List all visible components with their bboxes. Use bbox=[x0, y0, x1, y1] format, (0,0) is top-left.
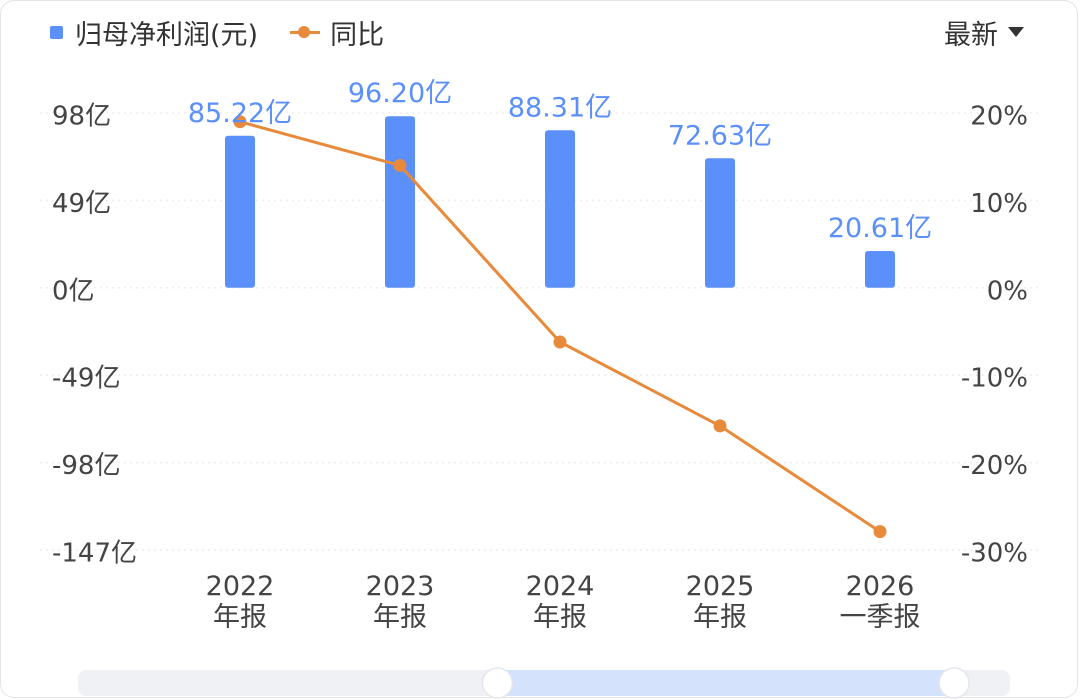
yoy-point[interactable] bbox=[553, 335, 567, 349]
y-left-tick-label: 49亿 bbox=[52, 189, 111, 219]
zoom-selected-range[interactable] bbox=[497, 670, 955, 696]
y-right-tick-label: 20% bbox=[970, 102, 1028, 132]
bar[interactable] bbox=[545, 130, 575, 288]
y-right-tick-label: 0% bbox=[987, 276, 1028, 306]
bar-data-label: 88.31亿 bbox=[508, 92, 612, 123]
legend-bar-swatch bbox=[50, 25, 63, 39]
bar-data-label: 72.63亿 bbox=[668, 120, 772, 151]
period-selector-label: 最新 bbox=[944, 19, 998, 51]
y-left-tick-label: 0亿 bbox=[52, 276, 95, 306]
y-right-tick-label: -20% bbox=[961, 451, 1028, 481]
x-tick-label: 年报 bbox=[213, 602, 267, 633]
y-left-tick-label: -98亿 bbox=[52, 451, 120, 481]
caret-down-icon bbox=[1008, 27, 1024, 37]
y-right-tick-label: -30% bbox=[961, 539, 1028, 569]
bar[interactable] bbox=[865, 251, 895, 288]
bar-data-label: 85.22亿 bbox=[188, 98, 292, 129]
y-left-tick-label: -147亿 bbox=[52, 539, 137, 569]
legend-label-yoy: 同比 bbox=[330, 19, 385, 51]
y-right-tick-label: 10% bbox=[970, 189, 1028, 219]
legend-item-net-profit[interactable]: 归母净利润(元) bbox=[50, 13, 258, 52]
x-tick-label: 2025 bbox=[686, 571, 755, 602]
legend-item-yoy[interactable]: 同比 bbox=[290, 13, 384, 52]
zoom-handle[interactable] bbox=[938, 667, 970, 699]
legend-label-net-profit: 归母净利润(元) bbox=[75, 19, 259, 51]
x-tick-label: 年报 bbox=[373, 602, 427, 633]
y-left-tick-label: -49亿 bbox=[52, 364, 120, 394]
bar-data-label: 20.61亿 bbox=[828, 213, 932, 244]
bar[interactable] bbox=[705, 158, 735, 288]
x-tick-label: 年报 bbox=[533, 602, 587, 633]
yoy-point[interactable] bbox=[393, 158, 407, 172]
bar-data-label: 96.20亿 bbox=[348, 78, 452, 109]
x-tick-label: 2022 bbox=[206, 571, 275, 602]
bar[interactable] bbox=[385, 116, 415, 288]
bar[interactable] bbox=[225, 135, 255, 288]
x-tick-label: 2023 bbox=[366, 571, 435, 602]
period-selector[interactable]: 最新 bbox=[944, 12, 1024, 52]
yoy-point[interactable] bbox=[233, 115, 247, 129]
yoy-point[interactable] bbox=[873, 525, 887, 539]
y-left-tick-label: 98亿 bbox=[52, 102, 111, 132]
legend-line-swatch bbox=[290, 25, 321, 39]
x-tick-label: 2024 bbox=[526, 571, 595, 602]
y-right-tick-label: -10% bbox=[961, 364, 1028, 394]
x-tick-label: 年报 bbox=[693, 602, 747, 633]
zoom-handle[interactable] bbox=[481, 667, 514, 699]
x-tick-label: 一季报 bbox=[840, 602, 921, 633]
x-tick-label: 2026 bbox=[846, 571, 915, 602]
yoy-point[interactable] bbox=[713, 419, 727, 433]
chart-legend: 归母净利润(元) 同比 bbox=[50, 12, 416, 52]
